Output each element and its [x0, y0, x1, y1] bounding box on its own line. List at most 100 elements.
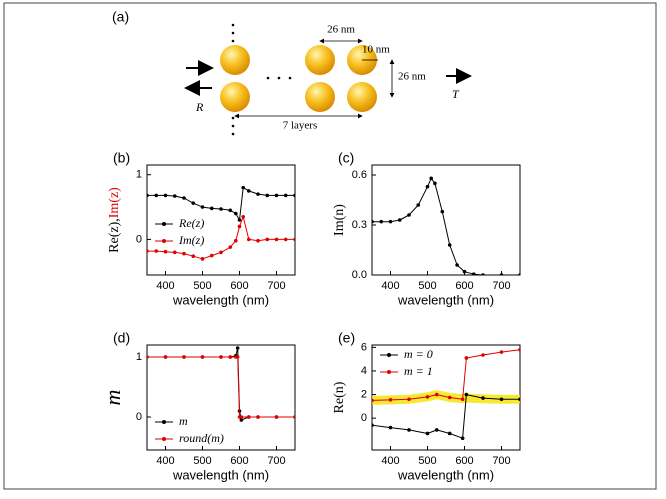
x-tick-label: 600	[455, 455, 473, 467]
data-point	[219, 355, 223, 359]
y-tick-label: 1	[136, 169, 142, 181]
x-axis-label: wavelength (nm)	[172, 467, 269, 482]
data-point	[283, 237, 288, 242]
data-point	[256, 415, 260, 419]
dots	[231, 23, 292, 136]
data-point	[407, 397, 411, 402]
data-point	[237, 224, 242, 229]
y-tick-label: 0	[361, 412, 367, 424]
y-tick-label: 0	[136, 411, 142, 423]
data-point	[464, 392, 469, 397]
y-tick-label: 6	[361, 341, 367, 353]
data-point	[407, 428, 411, 432]
y-axis-label: Re(n)	[332, 381, 347, 413]
data-point	[416, 203, 421, 207]
data-point	[219, 207, 223, 211]
legend-label: round(m)	[179, 431, 224, 445]
plot-area	[372, 347, 520, 441]
legend-label: m = 1	[404, 364, 433, 378]
data-point	[219, 250, 223, 255]
data-point	[462, 269, 467, 274]
data-point	[154, 249, 159, 253]
y-axis-label: Im(n)	[332, 204, 347, 236]
data-point	[274, 415, 279, 419]
data-point	[237, 218, 242, 222]
x-tick-label: 600	[230, 280, 248, 292]
data-point	[499, 273, 504, 275]
plot-area	[147, 185, 295, 261]
data-point	[455, 263, 459, 267]
legend-label: m = 0	[404, 347, 433, 361]
data-point	[191, 254, 196, 259]
y-axis-label-part: m	[100, 390, 125, 406]
legend-marker	[387, 370, 391, 374]
data-point	[182, 251, 186, 256]
sphere	[220, 45, 250, 75]
y-axis-label-part: Re(n)	[332, 381, 347, 413]
data-point	[518, 397, 520, 402]
legend-marker	[162, 239, 166, 243]
x-tick-label: 700	[267, 280, 285, 292]
data-point	[163, 193, 168, 198]
data-point	[147, 193, 149, 198]
x-axis-label: wavelength (nm)	[172, 292, 269, 307]
x-tick-label: 400	[381, 455, 399, 467]
x-tick-label: 400	[156, 280, 174, 292]
series-line	[147, 187, 295, 221]
data-point	[434, 392, 439, 397]
data-point	[481, 273, 485, 275]
data-point	[239, 415, 244, 419]
transmit-label: T	[452, 87, 460, 101]
data-point	[182, 355, 186, 359]
sphere	[220, 82, 250, 112]
data-point	[388, 219, 393, 224]
data-point	[379, 219, 384, 224]
data-point	[228, 208, 233, 213]
data-point	[293, 237, 295, 242]
data-point	[163, 355, 168, 359]
y-tick-label: 2	[361, 388, 367, 400]
panel-label: (a)	[112, 9, 129, 25]
data-point	[274, 237, 279, 242]
x-tick-label: 700	[267, 455, 285, 467]
legend-label: m	[179, 414, 188, 428]
y-axis-label-part: Im(z)	[107, 187, 122, 218]
data-point	[241, 185, 245, 190]
plot-frame	[371, 164, 521, 276]
data-point	[172, 194, 177, 198]
data-point	[460, 436, 465, 441]
data-point	[447, 243, 452, 247]
data-point	[209, 206, 214, 211]
data-point	[147, 355, 149, 359]
y-axis-label-part: Re(z)	[107, 221, 122, 252]
data-point	[471, 272, 476, 275]
x-tick-label: 700	[492, 280, 510, 292]
data-point	[499, 397, 504, 402]
data-point	[425, 395, 430, 399]
data-point	[191, 201, 196, 205]
x-tick-label: 600	[455, 280, 473, 292]
data-point	[228, 355, 233, 359]
x-tick-label: 500	[418, 455, 436, 467]
plot-area	[147, 346, 295, 422]
data-point	[200, 205, 205, 209]
data-point	[283, 193, 288, 198]
data-point	[234, 211, 238, 216]
panel-label: (d)	[113, 330, 130, 346]
plot-area	[372, 176, 520, 275]
data-point	[481, 396, 485, 400]
data-point	[429, 176, 434, 181]
data-point	[200, 257, 205, 261]
panel-label: (e)	[338, 330, 355, 346]
data-point	[256, 238, 260, 243]
y-axis-label: Re(z),Im(z)	[107, 187, 122, 253]
data-point	[147, 249, 149, 253]
data-point	[154, 193, 159, 198]
data-point	[481, 353, 485, 357]
data-point	[246, 189, 251, 193]
data-point	[246, 237, 251, 242]
diagram: (a) R 26 nm 10 nm 26 nm T 7 layers	[112, 9, 472, 136]
x-axis-label: wavelength (nm)	[397, 467, 494, 482]
y-tick-label: 4	[361, 365, 367, 377]
